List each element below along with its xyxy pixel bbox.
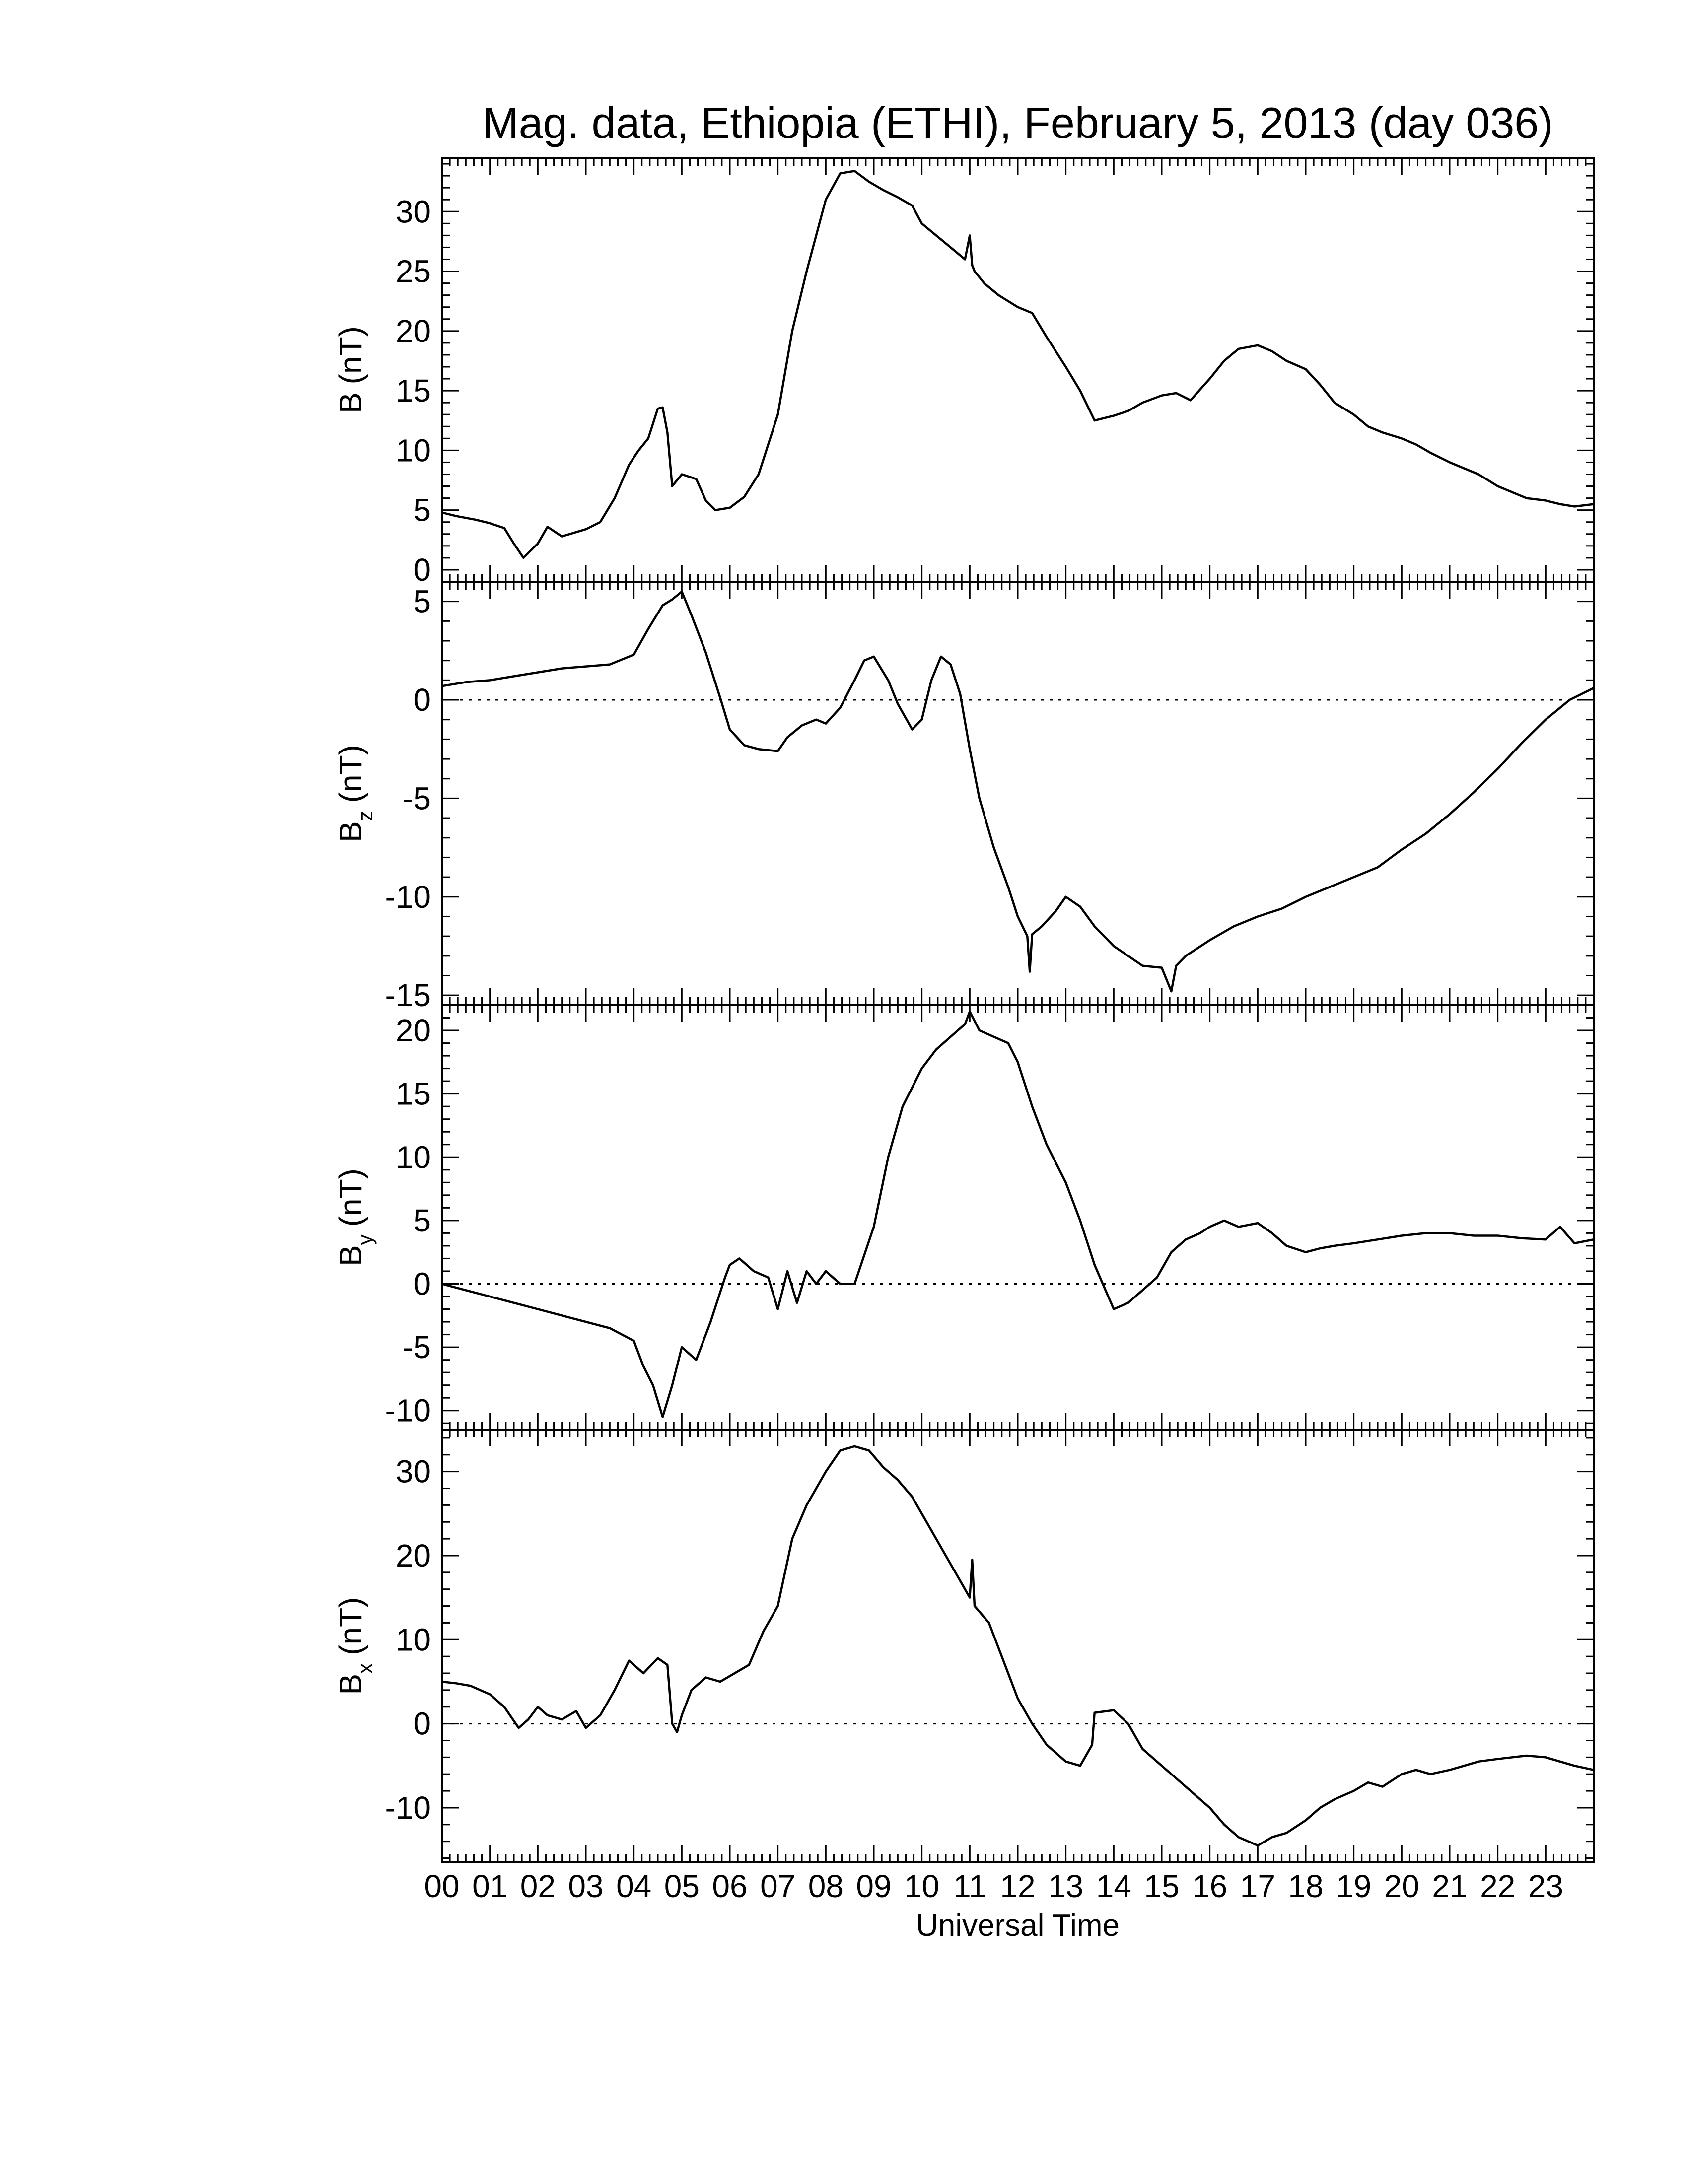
y-tick-label: 25 [396,254,431,289]
x-tick-label: 13 [1048,1868,1083,1904]
y-axis-label-subscript: y [353,1234,377,1245]
y-axis-label-main: B [333,821,368,842]
y-tick-label: -5 [403,780,431,816]
x-tick-label: 07 [760,1868,795,1904]
panel-frame-Bx [441,1429,1595,1863]
x-tick-label: 01 [472,1868,507,1904]
y-tick-label: 5 [413,1203,431,1238]
y-axis-label-Bz: Bz (nT) [333,745,377,842]
x-tick-label: 17 [1240,1868,1275,1904]
x-tick-label: 11 [953,1868,986,1904]
panel-By: -10 -5 0 5 10 15 20 By (nT) [333,1004,1595,1431]
series-line-Bz [441,590,1594,993]
series-line-By [441,1010,1594,1418]
y-tick-label: -10 [385,1393,431,1429]
x-tick-label: 04 [616,1868,651,1904]
x-axis-label: Universal Time [916,1909,1120,1943]
y-tick-label: 20 [396,1538,431,1573]
x-tick-label: 18 [1288,1868,1323,1904]
x-tick-label: 02 [520,1868,556,1904]
y-axis-label-Bx: Bx (nT) [333,1597,377,1695]
y-axis-label-subscript: z [353,811,377,821]
panel-B: 0 5 10 15 20 25 30 B (nT) [333,157,1595,588]
y-tick-label: 5 [413,584,431,619]
y-tick-label: 30 [396,1454,431,1490]
panel-frame-By [441,1004,1595,1431]
y-tick-label: 5 [413,492,431,528]
y-axis-label-unit: (nT) [333,326,368,384]
y-axis-label-subscript: x [353,1663,377,1674]
y-tick-label: 0 [413,552,431,588]
panel-Bx: -10 0 10 20 30 Bx (nT) [333,1429,1595,1863]
y-axis-label-unit: (nT) [333,745,368,803]
y-tick-label: -10 [385,879,431,915]
y-tick-label: 0 [413,1266,431,1301]
chart-title: Mag. data, Ethiopia (ETHI), February 5, … [482,98,1553,147]
y-tick-label: 0 [413,682,431,718]
y-tick-label: -10 [385,1790,431,1826]
x-tick-label: 15 [1144,1868,1179,1904]
y-tick-label: 15 [396,373,431,409]
x-tick-label: 05 [664,1868,700,1904]
y-tick-label: 10 [396,432,431,468]
panel-frame-Bz [441,581,1595,1006]
y-tick-label: 15 [396,1076,431,1112]
y-tick-label: 30 [396,194,431,229]
series-line-B [441,170,1594,559]
x-tick-label: 20 [1384,1868,1419,1904]
x-tick-label: 10 [904,1868,939,1904]
y-axis-label-B: B (nT) [333,326,368,413]
x-tick-label: 08 [808,1868,844,1904]
x-axis-tick-labels: 00 01 02 03 04 05 06 07 08 09 10 11 12 13 14 15 16 17 18 19… [424,1868,1563,1904]
y-axis-label-main: B [333,1245,368,1266]
y-axis-label-By: By (nT) [333,1168,377,1266]
y-axis-label-unit: (nT) [333,1168,368,1227]
x-tick-label: 22 [1480,1868,1515,1904]
x-tick-label: 14 [1096,1868,1131,1904]
x-tick-label: 21 [1432,1868,1467,1904]
x-tick-label: 19 [1336,1868,1371,1904]
x-tick-label: 09 [856,1868,891,1904]
y-tick-label: -5 [403,1329,431,1365]
x-tick-label: 23 [1528,1868,1563,1904]
y-tick-label: 20 [396,1013,431,1048]
y-tick-label: 10 [396,1622,431,1657]
y-tick-label: 10 [396,1139,431,1175]
y-tick-label: 20 [396,313,431,349]
y-tick-label: -15 [385,977,431,1013]
x-tick-label: 03 [568,1868,603,1904]
y-tick-label: 0 [413,1706,431,1742]
y-axis-label-main: B [333,1674,368,1695]
y-axis-label-main: B [333,392,368,413]
panel-frame-B [441,157,1595,583]
x-tick-label: 12 [1000,1868,1035,1904]
y-axis-label-unit: (nT) [333,1597,368,1655]
x-tick-label: 16 [1192,1868,1227,1904]
x-tick-label: 06 [712,1868,747,1904]
panel-Bz: -15 -10 -5 0 5 Bz (nT) [333,581,1595,1013]
series-line-Bx [441,1445,1594,1847]
x-tick-label: 00 [424,1868,459,1904]
panels-group: 051015202530B(nT)-15-10-505Bz(nT)-10-505… [333,157,1595,1863]
